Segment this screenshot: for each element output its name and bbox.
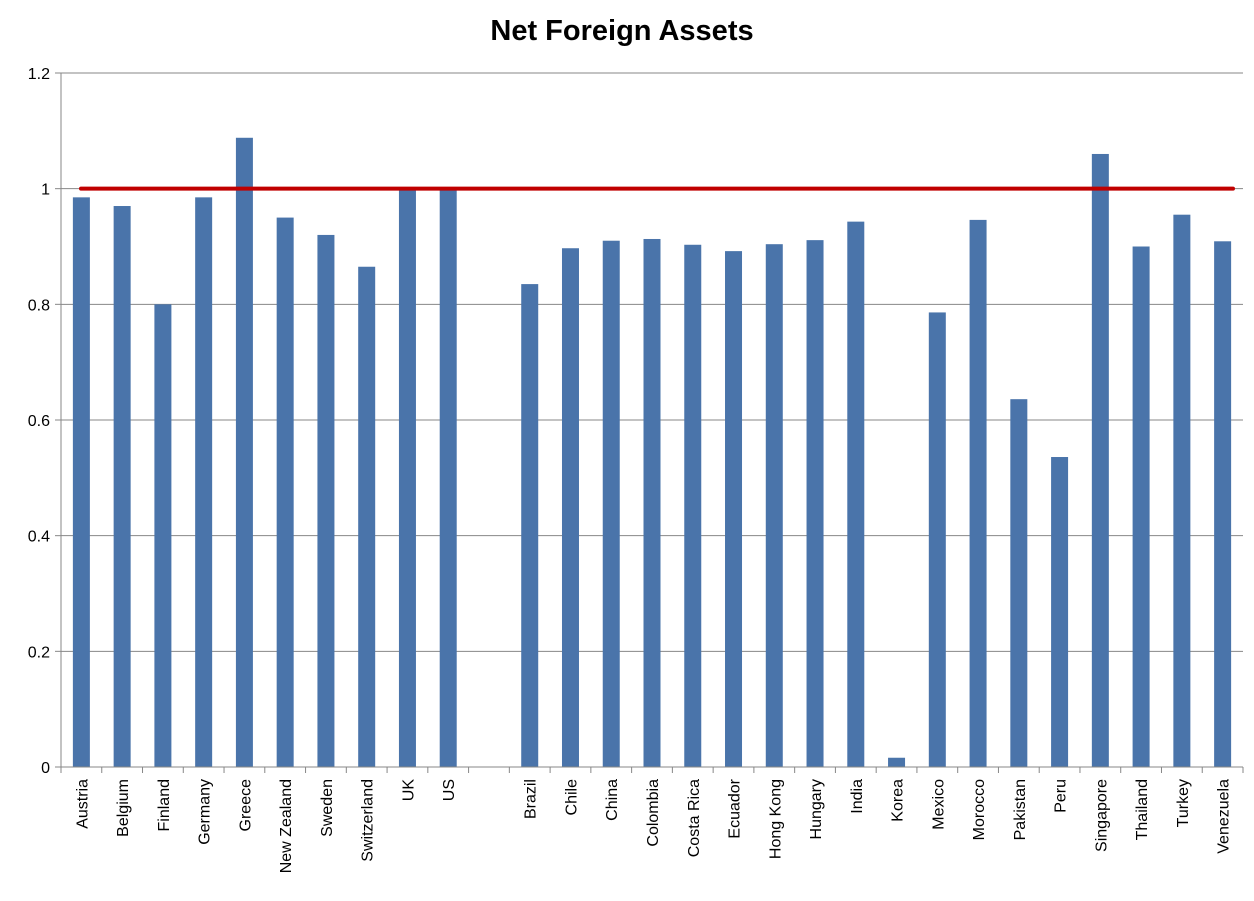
y-tick-label-1: 0.2 bbox=[28, 644, 50, 661]
y-tick-label-4: 0.8 bbox=[28, 297, 50, 314]
x-tick-label-sweden: Sweden bbox=[319, 779, 336, 837]
x-tick-label-colombia: Colombia bbox=[645, 779, 662, 847]
x-tick-label-germany: Germany bbox=[197, 779, 214, 845]
bar-hungary bbox=[806, 240, 824, 768]
bar-chile bbox=[561, 248, 579, 768]
bar-switzerland bbox=[358, 266, 376, 767]
x-tick-label-morocco: Morocco bbox=[971, 779, 988, 840]
x-tick-label-us: US bbox=[441, 779, 458, 801]
x-tick-label-new-zealand: New Zealand bbox=[278, 779, 295, 873]
x-tick-label-brazil: Brazil bbox=[523, 779, 540, 819]
bar-costa-rica bbox=[684, 244, 702, 767]
bar-korea bbox=[888, 757, 906, 767]
bar-us bbox=[439, 188, 457, 767]
x-tick-label-hungary: Hungary bbox=[808, 779, 825, 839]
x-tick-label-pakistan: Pakistan bbox=[1012, 779, 1029, 840]
y-tick-labels: 0 0.2 0.4 0.6 0.8 1 1.2 bbox=[28, 66, 50, 777]
x-tick-label-hong-kong: Hong Kong bbox=[767, 779, 784, 859]
bar-greece bbox=[235, 137, 253, 768]
y-tick-label-0: 0 bbox=[41, 760, 50, 777]
bar-peru bbox=[1051, 457, 1069, 767]
x-tick-labels: Austria Belgium Finland Germany Greece New Ze… bbox=[74, 778, 1232, 873]
y-tick-label-5: 1 bbox=[41, 182, 50, 199]
bar-austria bbox=[72, 197, 90, 767]
x-tick-label-uk: UK bbox=[400, 779, 417, 802]
x-tick-label-thailand: Thailand bbox=[1134, 779, 1151, 840]
bar-china bbox=[602, 240, 620, 767]
x-tick-label-china: China bbox=[604, 779, 621, 821]
bar-thailand bbox=[1132, 246, 1150, 767]
bar-brazil bbox=[521, 284, 539, 767]
x-tick-label-peru: Peru bbox=[1053, 779, 1070, 813]
bar-morocco bbox=[969, 219, 987, 767]
bars bbox=[72, 137, 1232, 768]
bar-germany bbox=[195, 197, 213, 767]
bar-sweden bbox=[317, 234, 335, 767]
x-tick-label-korea: Korea bbox=[890, 779, 907, 822]
axes bbox=[55, 72, 1244, 773]
bar-singapore bbox=[1091, 153, 1109, 767]
chart-title: Net Foreign Assets bbox=[490, 15, 753, 47]
x-tick-label-turkey: Turkey bbox=[1175, 779, 1192, 827]
bar-colombia bbox=[643, 238, 661, 767]
x-tick-label-ecuador: Ecuador bbox=[727, 778, 744, 838]
x-tick-label-costa-rica: Costa Rica bbox=[686, 779, 703, 857]
x-tick-label-finland: Finland bbox=[156, 779, 173, 831]
x-tick-label-singapore: Singapore bbox=[1093, 779, 1110, 852]
bar-venezuela bbox=[1214, 241, 1232, 768]
bar-new-zealand bbox=[276, 217, 294, 768]
bar-finland bbox=[154, 304, 172, 767]
y-tick-label-3: 0.6 bbox=[28, 413, 50, 430]
x-tick-label-belgium: Belgium bbox=[115, 779, 132, 837]
bar-mexico bbox=[928, 312, 946, 767]
bar-india bbox=[847, 221, 865, 768]
bar-belgium bbox=[113, 206, 131, 767]
bar-ecuador bbox=[725, 251, 743, 768]
bar-pakistan bbox=[1010, 399, 1028, 767]
x-tick-label-chile: Chile bbox=[563, 779, 580, 816]
y-tick-label-2: 0.4 bbox=[28, 529, 50, 546]
x-tick-label-india: India bbox=[849, 779, 866, 814]
bar-turkey bbox=[1173, 214, 1191, 768]
x-tick-label-venezuela: Venezuela bbox=[1216, 779, 1233, 854]
x-tick-label-mexico: Mexico bbox=[930, 779, 947, 830]
bar-hong-kong bbox=[765, 244, 783, 768]
x-tick-label-switzerland: Switzerland bbox=[360, 779, 377, 862]
x-tick-label-greece: Greece bbox=[237, 779, 254, 832]
x-tick-label-austria: Austria bbox=[74, 779, 91, 829]
y-tick-label-6: 1.2 bbox=[28, 66, 50, 83]
bar-uk bbox=[398, 188, 416, 767]
